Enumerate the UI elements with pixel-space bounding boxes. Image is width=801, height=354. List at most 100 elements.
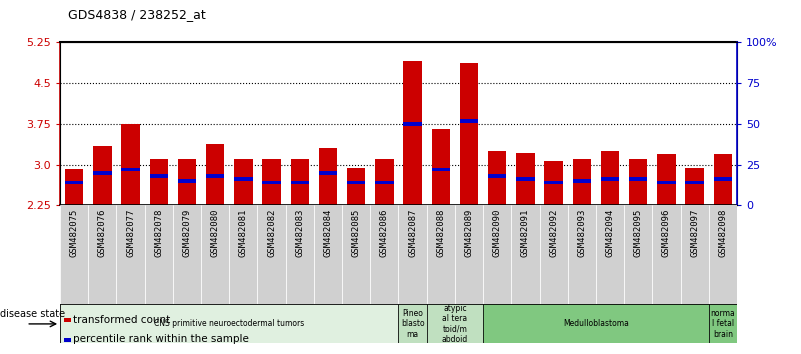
Bar	[206, 174, 224, 178]
Bar	[427, 304, 483, 343]
Text: transformed count: transformed count	[73, 315, 170, 325]
Text: GSM482080: GSM482080	[211, 208, 219, 257]
Bar	[201, 205, 229, 304]
Bar	[399, 304, 427, 343]
Bar	[488, 151, 506, 205]
Text: GSM482079: GSM482079	[183, 208, 191, 257]
Bar	[540, 205, 568, 304]
Text: GSM482081: GSM482081	[239, 208, 248, 257]
Text: GSM482085: GSM482085	[352, 208, 360, 257]
Bar	[347, 181, 365, 184]
Bar	[234, 159, 252, 205]
Bar	[314, 205, 342, 304]
Bar	[342, 205, 370, 304]
Bar	[173, 205, 201, 304]
Text: GSM482097: GSM482097	[690, 208, 699, 257]
Bar	[596, 205, 624, 304]
Bar	[488, 174, 506, 178]
Bar	[714, 154, 732, 205]
Bar	[347, 168, 365, 205]
Bar	[686, 169, 704, 205]
Bar	[516, 177, 534, 181]
Bar	[178, 179, 196, 183]
Bar	[658, 154, 675, 205]
Bar	[375, 159, 393, 205]
Text: atypic
al tera
toid/m
abdoid: atypic al tera toid/m abdoid	[442, 304, 468, 344]
Bar	[375, 181, 393, 184]
Bar	[150, 174, 168, 178]
Bar	[432, 167, 450, 171]
Text: GSM482094: GSM482094	[606, 208, 614, 257]
Text: percentile rank within the sample: percentile rank within the sample	[73, 334, 248, 344]
Text: GSM482092: GSM482092	[549, 208, 558, 257]
Bar	[658, 181, 675, 184]
Bar	[93, 145, 111, 205]
Bar	[150, 159, 168, 205]
Bar	[573, 179, 591, 183]
Bar	[404, 122, 422, 126]
Bar	[483, 205, 511, 304]
Bar	[568, 205, 596, 304]
Text: CNS primitive neuroectodermal tumors: CNS primitive neuroectodermal tumors	[154, 319, 304, 329]
Text: GSM482087: GSM482087	[408, 208, 417, 257]
Bar	[60, 205, 88, 304]
Bar	[709, 304, 737, 343]
Bar	[122, 124, 139, 205]
Bar	[370, 205, 398, 304]
Bar	[714, 177, 732, 181]
Bar	[145, 205, 173, 304]
Text: GSM482095: GSM482095	[634, 208, 642, 257]
Bar	[652, 205, 681, 304]
Text: GSM482090: GSM482090	[493, 208, 501, 257]
Bar	[601, 151, 619, 205]
Text: disease state: disease state	[0, 309, 65, 319]
Bar	[624, 205, 652, 304]
Bar	[681, 205, 709, 304]
Bar	[93, 171, 111, 175]
Bar	[516, 153, 534, 205]
Text: GSM482086: GSM482086	[380, 208, 389, 257]
Bar	[460, 119, 478, 122]
Bar	[319, 171, 337, 175]
Bar	[483, 304, 709, 343]
Bar	[455, 205, 483, 304]
Bar	[629, 177, 647, 181]
Bar	[545, 161, 563, 205]
Bar	[460, 63, 478, 205]
Bar	[709, 205, 737, 304]
Bar	[286, 205, 314, 304]
Bar	[686, 181, 704, 184]
Bar	[432, 129, 450, 205]
Bar	[573, 159, 591, 205]
Text: GSM482076: GSM482076	[98, 208, 107, 257]
Text: GSM482093: GSM482093	[578, 208, 586, 257]
Text: GSM482088: GSM482088	[437, 208, 445, 257]
Bar	[545, 181, 563, 184]
Text: GSM482098: GSM482098	[718, 208, 727, 257]
Bar	[291, 181, 309, 184]
Bar	[178, 159, 196, 205]
Bar	[263, 181, 281, 184]
Bar	[629, 159, 647, 205]
Text: GSM482077: GSM482077	[126, 208, 135, 257]
Bar	[263, 159, 281, 205]
Text: GSM482096: GSM482096	[662, 208, 671, 257]
Text: GSM482078: GSM482078	[155, 208, 163, 257]
Bar	[60, 304, 399, 343]
Bar	[511, 205, 540, 304]
Bar	[319, 148, 337, 205]
Bar	[65, 169, 83, 205]
Bar	[206, 144, 224, 205]
Text: Pineo
blasto
ma: Pineo blasto ma	[400, 309, 425, 339]
Text: GSM482089: GSM482089	[465, 208, 473, 257]
Bar	[229, 205, 257, 304]
Text: GSM482075: GSM482075	[70, 208, 78, 257]
Bar	[291, 159, 309, 205]
Bar	[234, 177, 252, 181]
Bar	[427, 205, 455, 304]
Bar	[404, 62, 422, 205]
Bar	[88, 205, 116, 304]
Text: GDS4838 / 238252_at: GDS4838 / 238252_at	[68, 8, 206, 21]
Text: GSM482091: GSM482091	[521, 208, 530, 257]
Text: GSM482083: GSM482083	[296, 208, 304, 257]
